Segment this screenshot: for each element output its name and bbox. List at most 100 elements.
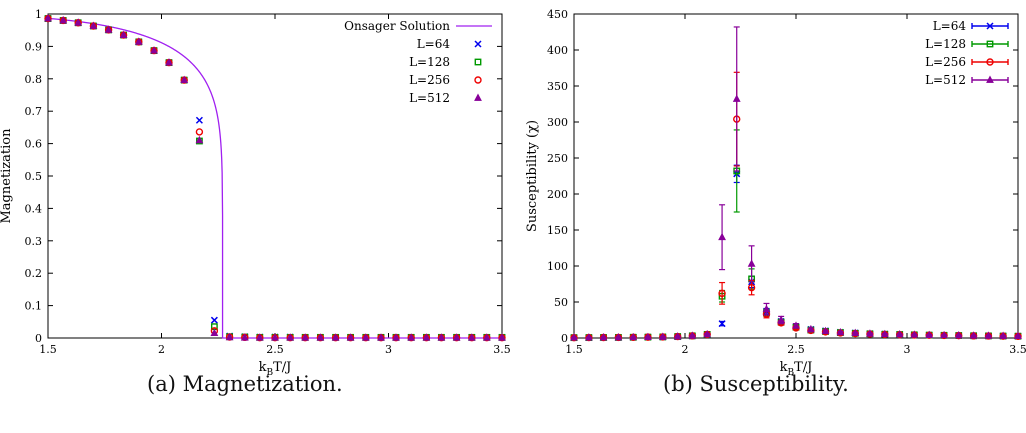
y-tick-label: 250 [547,152,568,165]
y-tick-label: 450 [547,8,568,21]
data-point [747,259,756,267]
data-point [482,333,491,341]
data-point [718,289,726,298]
data-point [777,315,786,323]
y-tick-label: 400 [547,44,568,57]
x-tick-label: 2.5 [266,343,284,356]
x-tick-label: 3 [904,343,911,356]
legend-label: L=256 [925,55,966,69]
legend-label: L=512 [925,73,966,87]
data-point [629,332,638,341]
data-point [331,333,340,341]
legend-marker [474,58,482,66]
x-tick-label: 1.5 [565,343,583,356]
data-point [210,316,218,324]
legend-marker [986,75,994,83]
data-point [866,329,874,337]
y-tick-label: 0.8 [25,73,43,86]
data-point [880,329,889,338]
data-point [195,128,204,136]
y-tick-label: 0.6 [25,138,43,151]
y-tick-label: 0.2 [25,267,43,280]
data-point [570,333,578,341]
data-point [361,333,370,341]
data-point [718,232,726,241]
y-tick-label: 0 [561,332,568,345]
data-point [346,333,355,341]
data-point [498,333,506,341]
data-point [1014,331,1022,340]
data-point [437,333,446,341]
data-point [910,330,919,338]
data-point [688,331,697,339]
data-point [718,320,726,328]
caption-susceptibility: (b) Susceptibility. [663,372,849,396]
data-point [925,330,934,338]
legend-label: L=512 [409,91,450,105]
x-axis-label-rest: T/J [794,360,812,375]
y-tick-label: 0.4 [25,202,43,215]
data-point [673,332,682,340]
data-point [954,331,963,339]
series-l512 [570,26,1022,341]
data-point [134,37,143,45]
legend: Onsager Solution L=64 L=128 L=256 L=512 [344,19,492,105]
legend: L=64 L=128 L=256 L=512 [925,19,1009,87]
caption-magnetization: (a) Magnetization. [147,372,343,396]
legend-label: L=64 [417,37,451,51]
data-point [984,331,993,339]
data-point [969,331,978,339]
magnetization-chart: 1.5 2 2.5 3 3.5 0 0.1 0.2 0.3 0.4 0.5 0.6 0.7 0.8 0.9 1… [0,8,511,378]
legend-marker [474,93,482,101]
y-tick-label: 0.5 [25,170,43,183]
x-tick-label: 2 [682,343,689,356]
data-point [599,333,608,341]
x-axis-label-k: k [259,360,267,375]
data-point [301,333,310,341]
series-l512 [44,14,506,341]
y-tick-label: 350 [547,80,568,93]
data-point [377,333,385,341]
y-axis-label: Magnetization [0,128,14,224]
legend-marker [474,40,482,48]
y-tick-label: 0.1 [25,300,43,313]
data-point [614,332,623,341]
data-point [452,333,461,341]
y-tick-label: 0.3 [25,235,43,248]
legend-label: L=128 [925,37,966,51]
y-tick-label: 100 [547,260,568,273]
data-point [658,332,667,340]
x-tick-label: 3 [385,343,392,356]
data-point [104,25,113,33]
x-tick-label: 1.5 [39,343,57,356]
x-tick-label: 3.5 [493,343,511,356]
data-point [74,18,83,26]
data-point [180,75,189,83]
y-tick-label: 200 [547,188,568,201]
data-point [792,321,800,329]
legend-marker [986,58,994,66]
legend-label: L=64 [933,19,967,33]
x-axis-label: kBT/J [259,360,292,378]
data-point [89,21,98,29]
data-point [644,332,652,341]
x-axis-label-k: k [780,360,788,375]
data-point [467,333,476,341]
data-point [422,333,431,341]
series-l64 [570,164,1022,342]
data-point [999,331,1008,339]
data-point [836,327,845,336]
y-tick-label: 0 [35,332,42,345]
legend-label: L=256 [409,73,450,87]
legend-marker [474,76,482,84]
legend-marker [986,40,994,48]
data-point [821,326,830,335]
y-tick-label: 300 [547,116,568,129]
data-point [165,58,173,66]
legend-label: L=128 [409,55,450,69]
x-axis-label-sub: B [788,368,795,378]
data-point [210,328,219,337]
data-point [240,333,249,341]
data-point [271,333,279,341]
